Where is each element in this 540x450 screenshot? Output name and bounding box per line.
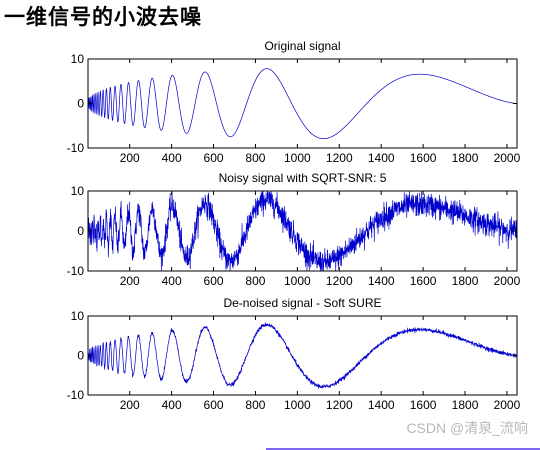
- x-tick-label: 800: [245, 151, 265, 165]
- signal-line: [87, 68, 518, 139]
- y-tick-label: -10: [67, 264, 85, 278]
- x-tick-label: 400: [162, 151, 182, 165]
- x-tick-label: 1000: [284, 398, 311, 412]
- y-tick-label: 0: [77, 224, 84, 238]
- x-tick-label: 1800: [452, 398, 479, 412]
- x-tick-label: 400: [162, 274, 182, 288]
- y-tick-label: -10: [67, 388, 85, 402]
- chart-title: Original signal: [264, 39, 340, 53]
- x-tick-label: 1400: [368, 151, 395, 165]
- chart-title: De-noised signal - Soft SURE: [223, 296, 381, 310]
- x-tick-label: 1400: [368, 274, 395, 288]
- chart-title: Noisy signal with SQRT-SNR: 5: [219, 171, 387, 185]
- x-tick-label: 600: [204, 274, 224, 288]
- x-tick-label: 1400: [368, 398, 395, 412]
- y-tick-label: 10: [71, 52, 85, 66]
- signal-line: [87, 322, 518, 389]
- x-tick-label: 1600: [410, 151, 437, 165]
- chart-panel-3: De-noised signal - Soft SURE 200 400 600 800…: [67, 296, 521, 412]
- chart-panel-1: Original signal 200 400 600 800 1000 1200 1400 1…: [67, 39, 521, 165]
- x-tick-label: 800: [245, 398, 265, 412]
- x-tick-label: 1800: [452, 151, 479, 165]
- x-tick-label: 2000: [494, 151, 521, 165]
- chart-panel-2: Noisy signal with SQRT-SNR: 5 200 400 600 80…: [67, 171, 521, 288]
- x-tick-label: 2000: [494, 274, 521, 288]
- x-tick-label: 1600: [410, 274, 437, 288]
- x-tick-label: 400: [162, 398, 182, 412]
- plot-frame: [87, 315, 518, 396]
- x-tick-label: 200: [120, 398, 140, 412]
- y-tick-label: 10: [71, 309, 85, 323]
- x-tick-label: 1800: [452, 274, 479, 288]
- page-heading: 一维信号的小波去噪: [4, 4, 202, 29]
- x-tick-label: 2000: [494, 398, 521, 412]
- watermark: CSDN @清泉_流响: [406, 420, 528, 436]
- x-tick-label: 1000: [284, 274, 311, 288]
- y-tick-label: 0: [77, 349, 84, 363]
- signal-line: [87, 190, 518, 272]
- plot-frame: [87, 58, 518, 149]
- y-tick-label: 10: [71, 184, 85, 198]
- x-tick-label: 1000: [284, 151, 311, 165]
- y-tick-label: -10: [67, 141, 85, 155]
- accent-underline: [266, 448, 540, 450]
- x-tick-label: 1200: [326, 274, 353, 288]
- x-tick-label: 600: [204, 151, 224, 165]
- x-tick-label: 1200: [326, 398, 353, 412]
- y-tick-label: 0: [77, 97, 84, 111]
- x-tick-label: 200: [120, 274, 140, 288]
- x-tick-label: 800: [245, 274, 265, 288]
- x-tick-label: 600: [204, 398, 224, 412]
- x-tick-label: 200: [120, 151, 140, 165]
- x-tick-label: 1600: [410, 398, 437, 412]
- x-tick-label: 1200: [326, 151, 353, 165]
